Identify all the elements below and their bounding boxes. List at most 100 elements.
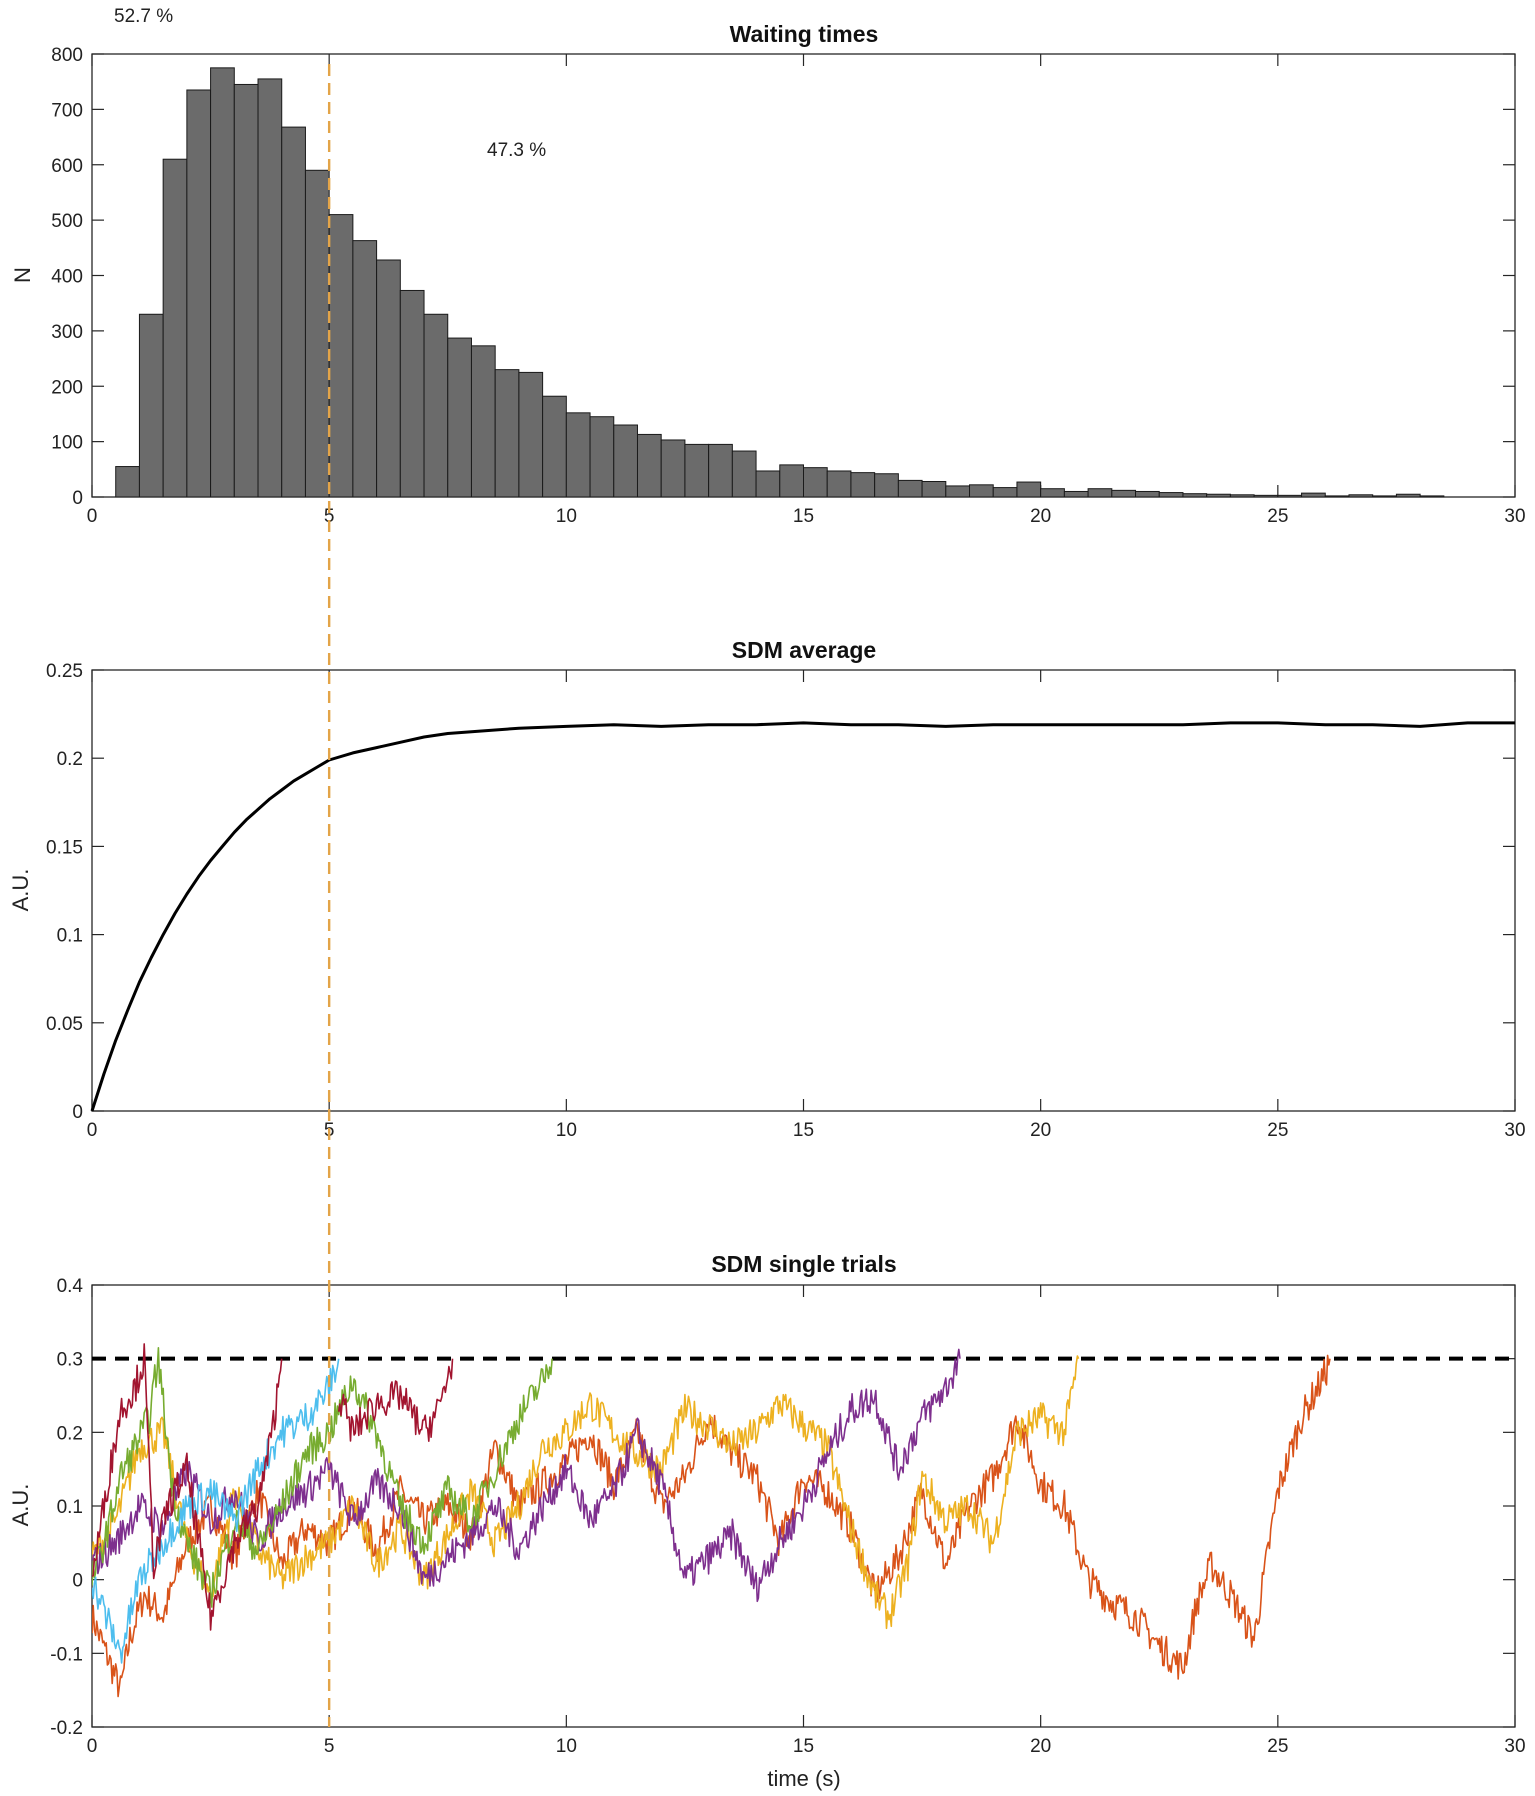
y-axis-label: A.U. bbox=[8, 869, 33, 912]
y-tick-label: 0.1 bbox=[57, 926, 83, 947]
histogram-bar bbox=[684, 443, 710, 498]
y-tick-label: 0 bbox=[72, 1571, 83, 1592]
axes-box bbox=[91, 669, 1516, 1112]
y-tick-label: -0.1 bbox=[50, 1644, 83, 1665]
histogram-bar bbox=[210, 67, 235, 498]
x-tick-label: 0 bbox=[87, 1120, 98, 1141]
histogram-bar bbox=[613, 424, 638, 498]
panel-title: Waiting times bbox=[730, 21, 879, 47]
trial-line bbox=[337, 1358, 454, 1442]
trial-line bbox=[92, 1358, 340, 1664]
y-tick-label: 800 bbox=[51, 45, 83, 66]
x-tick-label: 20 bbox=[1030, 1736, 1051, 1757]
trial-lines bbox=[92, 1343, 1331, 1698]
trial-line bbox=[92, 1348, 961, 1603]
histogram-bar bbox=[447, 337, 472, 498]
histogram-bar bbox=[850, 472, 876, 498]
histogram-bar bbox=[257, 78, 283, 498]
chart-marks: 0510152025300100200300400500600700800051… bbox=[46, 45, 1526, 1757]
histogram-bar bbox=[969, 484, 994, 498]
histogram-bar bbox=[1301, 492, 1326, 498]
histogram-bar bbox=[1016, 481, 1042, 498]
axes-1: 05101520253000.050.10.150.20.25 bbox=[46, 661, 1526, 1141]
y-tick-label: -0.2 bbox=[50, 1718, 83, 1739]
y-tick-label: 0.2 bbox=[57, 1423, 83, 1444]
y-tick-label: 0.2 bbox=[57, 749, 83, 770]
y-tick-label: 0.3 bbox=[57, 1350, 83, 1371]
histogram-bar bbox=[660, 439, 686, 498]
histogram-bar bbox=[779, 464, 804, 498]
y-tick-label: 200 bbox=[51, 377, 83, 398]
panel-title: SDM single trials bbox=[711, 1251, 896, 1277]
histogram-bar bbox=[399, 289, 425, 498]
histogram-bar bbox=[708, 443, 733, 498]
histogram-bar bbox=[992, 487, 1018, 498]
histogram-bars bbox=[115, 67, 1445, 498]
annotation-left-percent: 52.7 % bbox=[114, 6, 173, 27]
trial-line bbox=[92, 1355, 1080, 1630]
y-tick-label: 0 bbox=[72, 488, 83, 509]
histogram-bar bbox=[1087, 488, 1113, 498]
histogram-bar bbox=[494, 369, 520, 498]
y-tick-label: 0.05 bbox=[46, 1014, 83, 1035]
x-tick-label: 30 bbox=[1504, 506, 1525, 527]
histogram-bar bbox=[1277, 494, 1303, 498]
y-tick-label: 0 bbox=[72, 1102, 83, 1123]
panel-title: SDM average bbox=[732, 637, 876, 663]
sdm-single-trials-panel: SDM single trials A.U. time (s) bbox=[8, 1251, 897, 1791]
y-axis-label: A.U. bbox=[8, 1484, 33, 1527]
y-tick-label: 100 bbox=[51, 433, 83, 454]
histogram-bar bbox=[233, 83, 259, 498]
histogram-bar bbox=[589, 416, 615, 498]
trial-line bbox=[92, 1354, 1331, 1698]
y-tick-label: 300 bbox=[51, 322, 83, 343]
x-tick-label: 30 bbox=[1504, 1736, 1525, 1757]
y-axis-label: N bbox=[10, 267, 35, 283]
histogram-bar bbox=[1372, 495, 1397, 498]
histogram-bar bbox=[731, 450, 757, 498]
x-tick-label: 30 bbox=[1504, 1120, 1525, 1141]
histogram-bar bbox=[281, 126, 306, 498]
histogram-bar bbox=[162, 158, 188, 498]
histogram-bar bbox=[138, 313, 164, 498]
histogram-bar bbox=[874, 473, 899, 498]
histogram-bar bbox=[565, 412, 591, 498]
x-tick-label: 25 bbox=[1267, 1736, 1288, 1757]
histogram-bar bbox=[470, 345, 496, 498]
y-tick-label: 0.15 bbox=[46, 837, 83, 858]
histogram-bar bbox=[423, 313, 449, 498]
histogram-bar bbox=[328, 214, 354, 498]
histogram-bar bbox=[1182, 493, 1208, 498]
histogram-bar bbox=[376, 259, 401, 498]
annotation-right-percent: 47.3 % bbox=[487, 140, 546, 161]
histogram-bar bbox=[1158, 492, 1184, 498]
x-tick-label: 10 bbox=[556, 506, 577, 527]
sdm-average-panel: SDM average A.U. bbox=[8, 637, 876, 911]
x-tick-label: 10 bbox=[556, 1120, 577, 1141]
histogram-bar bbox=[1206, 493, 1231, 498]
histogram-bar bbox=[1348, 494, 1374, 498]
y-tick-label: 0.25 bbox=[46, 661, 83, 682]
histogram-bar bbox=[186, 89, 212, 498]
histogram-bar bbox=[921, 480, 947, 498]
x-tick-label: 20 bbox=[1030, 506, 1051, 527]
histogram-bar bbox=[1229, 494, 1255, 498]
x-tick-label: 25 bbox=[1267, 506, 1288, 527]
histogram-bar bbox=[897, 479, 923, 498]
y-tick-label: 0.4 bbox=[57, 1276, 84, 1297]
histogram-bar bbox=[1040, 488, 1065, 498]
x-axis-label: time (s) bbox=[767, 1766, 840, 1791]
trial-line bbox=[92, 1343, 283, 1631]
histogram-bar bbox=[1253, 494, 1279, 498]
x-tick-label: 0 bbox=[87, 1736, 98, 1757]
y-tick-label: 500 bbox=[51, 211, 83, 232]
histogram-bar bbox=[542, 395, 567, 498]
histogram-bar bbox=[1395, 493, 1421, 498]
histogram-bar bbox=[304, 169, 330, 498]
x-tick-label: 20 bbox=[1030, 1120, 1051, 1141]
x-tick-label: 0 bbox=[87, 506, 98, 527]
histogram-bar bbox=[1111, 489, 1137, 498]
histogram-bar bbox=[1135, 490, 1160, 498]
